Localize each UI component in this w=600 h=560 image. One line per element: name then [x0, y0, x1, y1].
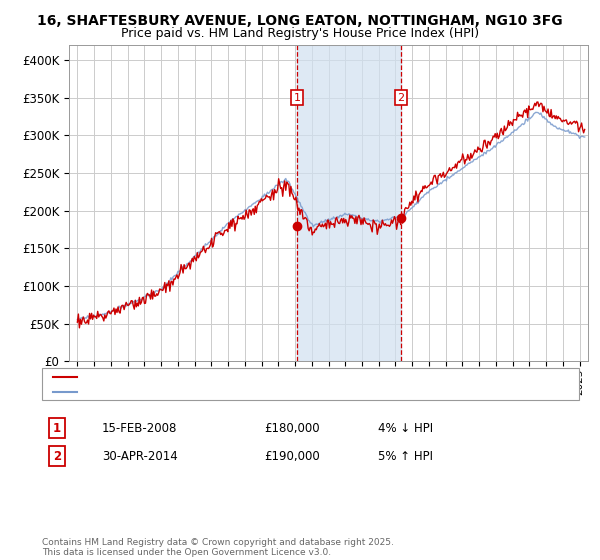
Text: 16, SHAFTESBURY AVENUE, LONG EATON, NOTTINGHAM, NG10 3FG (detached house): 16, SHAFTESBURY AVENUE, LONG EATON, NOTT…: [81, 372, 509, 382]
Text: £180,000: £180,000: [264, 422, 320, 435]
Text: 1: 1: [293, 92, 301, 102]
Text: Price paid vs. HM Land Registry's House Price Index (HPI): Price paid vs. HM Land Registry's House …: [121, 27, 479, 40]
Text: 1: 1: [53, 422, 61, 435]
Text: 16, SHAFTESBURY AVENUE, LONG EATON, NOTTINGHAM, NG10 3FG: 16, SHAFTESBURY AVENUE, LONG EATON, NOTT…: [37, 14, 563, 28]
Text: HPI: Average price, detached house, Erewash: HPI: Average price, detached house, Erew…: [81, 388, 308, 397]
Text: 30-APR-2014: 30-APR-2014: [102, 450, 178, 463]
Bar: [297, 45, 401, 361]
Text: 15-FEB-2008: 15-FEB-2008: [102, 422, 178, 435]
Text: 2: 2: [397, 92, 404, 102]
Text: 5% ↑ HPI: 5% ↑ HPI: [378, 450, 433, 463]
Text: 2: 2: [53, 450, 61, 463]
Text: £190,000: £190,000: [264, 450, 320, 463]
Text: 4% ↓ HPI: 4% ↓ HPI: [378, 422, 433, 435]
Text: Contains HM Land Registry data © Crown copyright and database right 2025.
This d: Contains HM Land Registry data © Crown c…: [42, 538, 394, 557]
